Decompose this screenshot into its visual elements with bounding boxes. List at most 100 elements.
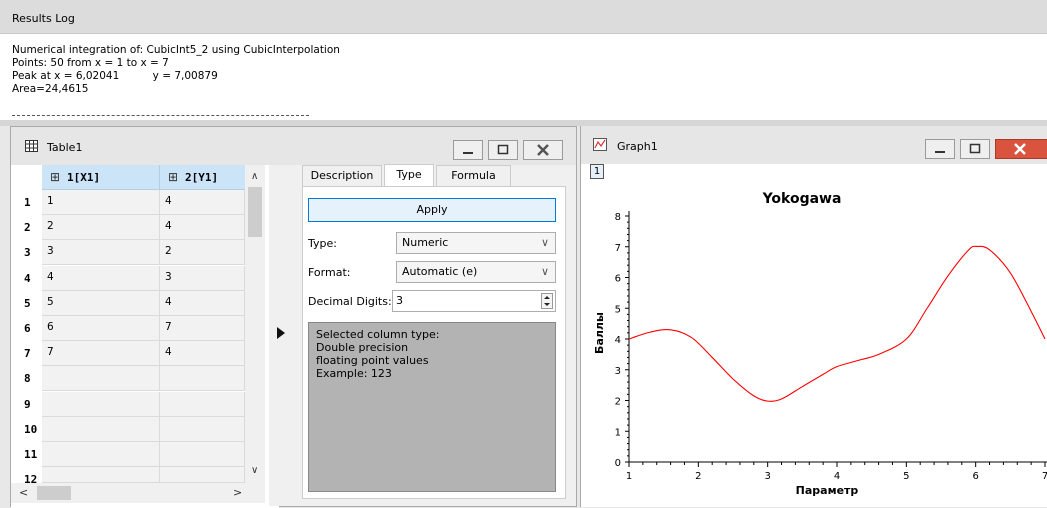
table-cell[interactable]: 4 [160, 215, 245, 241]
row-header[interactable]: 12 [24, 473, 38, 483]
row-header[interactable]: 10 [24, 422, 38, 436]
log-line: Numerical integration of: CubicInt5_2 us… [12, 44, 340, 56]
table-cell[interactable]: 2 [42, 215, 160, 241]
type-tab-page: Apply Type: Numeric ∨ Format: Automatic … [302, 186, 566, 499]
y-tick-label: 0 [615, 458, 621, 469]
table-cell[interactable] [160, 366, 245, 392]
scroll-down-arrow-icon[interactable]: ∨ [251, 465, 259, 476]
row-header[interactable]: 8 [24, 372, 31, 386]
y-tick-label: 7 [615, 243, 621, 254]
scroll-up-arrow-icon[interactable]: ∧ [251, 171, 259, 182]
spin-arrows-icon [544, 296, 550, 306]
row-header[interactable]: 2 [24, 221, 31, 235]
decimal-digits-value: 3 [396, 294, 403, 307]
x-tick-label: 7 [1042, 471, 1047, 482]
results-log-titlebar: Results Log [0, 0, 1047, 34]
table-titlebar[interactable]: Table1 [11, 127, 576, 165]
x-axis-label: Параметр [796, 484, 859, 497]
table-cell[interactable]: 5 [42, 290, 160, 316]
table-cell[interactable] [160, 391, 245, 417]
row-header[interactable]: 6 [24, 322, 31, 335]
table-cell[interactable] [42, 416, 160, 442]
y-tick-label: 3 [615, 366, 621, 377]
log-line: Points: 50 from x = 1 to x = 7 [12, 57, 169, 69]
table-cell[interactable]: 3 [160, 265, 245, 291]
x-tick-label: 3 [764, 471, 770, 482]
tab-type[interactable]: Type [384, 164, 434, 187]
chart-title: Yokogawa [762, 191, 842, 207]
expand-arrow-icon [277, 327, 285, 339]
format-label: Format: [308, 266, 351, 279]
table-cell[interactable] [160, 442, 245, 467]
table-cell[interactable]: 2 [160, 240, 245, 266]
decimal-digits-spinbox[interactable]: 3 [392, 290, 556, 312]
table-cell[interactable]: 3 [42, 240, 160, 266]
column-key-icon: ⊞ [168, 170, 179, 184]
column-header-label: 1[X1] [67, 171, 101, 184]
maximize-button[interactable] [960, 139, 990, 159]
graph-icon [593, 138, 607, 151]
table-cell[interactable] [42, 391, 160, 417]
table-cell[interactable]: 7 [42, 341, 160, 367]
close-button[interactable] [995, 139, 1047, 159]
table-cell[interactable]: 1 [42, 190, 160, 215]
close-button[interactable] [523, 140, 563, 160]
format-value: Automatic (e) [402, 265, 478, 278]
row-header[interactable]: 4 [24, 271, 31, 285]
table-cell[interactable] [42, 442, 160, 467]
row-header[interactable]: 3 [24, 246, 31, 260]
grid-corner [11, 165, 42, 190]
chevron-down-icon: ∨ [540, 265, 549, 278]
column-header-label: 2[Y1] [185, 171, 219, 184]
tab-formula[interactable]: Formula [436, 165, 511, 187]
table-cell[interactable] [160, 416, 245, 442]
table-cell[interactable]: 6 [42, 316, 160, 341]
column-header-x1[interactable]: ⊞ 1[X1] [42, 165, 160, 190]
close-icon [537, 144, 549, 156]
maximize-icon [497, 144, 509, 155]
spin-buttons[interactable] [541, 293, 553, 309]
type-select[interactable]: Numeric ∨ [396, 232, 556, 254]
apply-button[interactable]: Apply [308, 198, 556, 222]
format-select[interactable]: Automatic (e) ∨ [396, 261, 556, 283]
tab-description[interactable]: Description [302, 165, 382, 187]
results-log-body[interactable]: Numerical integration of: CubicInt5_2 us… [0, 34, 1047, 120]
column-header-y1[interactable]: ⊞ 2[Y1] [160, 165, 245, 190]
x-tick-label: 6 [972, 471, 978, 482]
maximize-button[interactable] [488, 140, 518, 160]
table-cell[interactable]: 4 [160, 341, 245, 367]
y-tick-label: 6 [615, 274, 621, 285]
table-cell[interactable] [42, 467, 160, 483]
options-panel-toggle[interactable] [269, 165, 294, 506]
scroll-right-arrow-icon[interactable]: > [233, 486, 243, 499]
graph-titlebar[interactable]: Graph1 [581, 126, 1047, 164]
table-cell[interactable]: 4 [160, 290, 245, 316]
y-tick-label: 4 [615, 335, 621, 346]
row-header[interactable]: 5 [24, 296, 31, 310]
layer-indicator[interactable]: 1 [590, 164, 604, 179]
row-header[interactable]: 9 [24, 397, 31, 411]
minimize-icon [463, 152, 473, 154]
vertical-scroll-thumb[interactable] [248, 187, 262, 237]
row-header[interactable]: 7 [24, 347, 31, 361]
minimize-button[interactable] [453, 140, 483, 160]
horizontal-scroll-thumb[interactable] [37, 486, 71, 500]
scroll-left-arrow-icon[interactable]: < [19, 486, 29, 499]
graph-window: Graph1 1 Yokogawa 0 1 2 3 4 5 6 7 8 1 2 3 4 5 6 7 Парамет… [580, 126, 1047, 507]
minimize-button[interactable] [925, 139, 955, 159]
table-cell[interactable]: 4 [160, 190, 245, 215]
row-header[interactable]: 1 [24, 196, 31, 209]
table-cell[interactable]: 4 [42, 265, 160, 291]
table-icon [25, 140, 38, 152]
decimal-digits-label: Decimal Digits: [308, 295, 392, 308]
info-line: Example: 123 [316, 367, 392, 380]
horizontal-scrollbar[interactable]: < > [11, 483, 265, 503]
table-cell[interactable] [42, 366, 160, 392]
table-cell[interactable] [160, 467, 245, 483]
table-cell[interactable]: 7 [160, 316, 245, 341]
y-tick-label: 5 [615, 304, 621, 315]
vertical-scrollbar[interactable]: ∧ ∨ [245, 165, 265, 483]
row-header[interactable]: 11 [24, 448, 38, 461]
